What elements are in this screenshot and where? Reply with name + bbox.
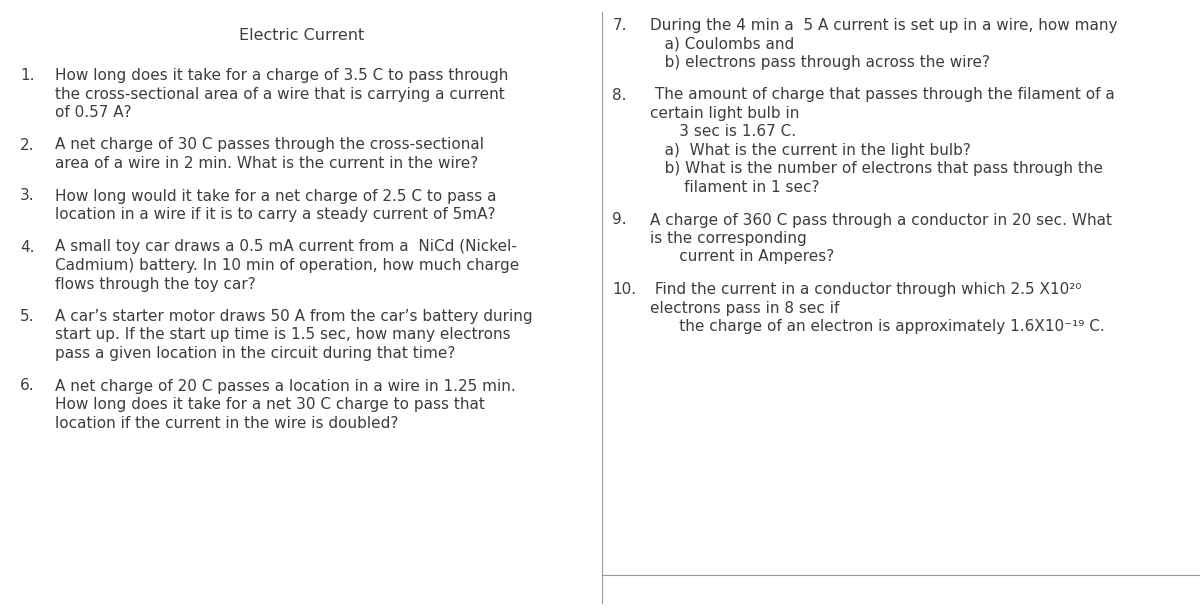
Text: of 0.57 A?: of 0.57 A? — [55, 105, 132, 120]
Text: 5.: 5. — [20, 309, 35, 324]
Text: 3 sec is 1.67 C.: 3 sec is 1.67 C. — [650, 124, 797, 140]
Text: a) Coulombs and: a) Coulombs and — [650, 36, 794, 52]
Text: location in a wire if it is to carry a steady current of 5mA?: location in a wire if it is to carry a s… — [55, 207, 496, 222]
Text: 9.: 9. — [612, 213, 628, 228]
Text: 8.: 8. — [612, 87, 626, 103]
Text: A net charge of 30 C passes through the cross-sectional: A net charge of 30 C passes through the … — [55, 138, 484, 153]
Text: pass a given location in the circuit during that time?: pass a given location in the circuit dur… — [55, 346, 455, 361]
Text: 6.: 6. — [20, 378, 35, 394]
Text: current in Amperes?: current in Amperes? — [650, 250, 835, 264]
Text: 2.: 2. — [20, 138, 35, 153]
Text: filament in 1 sec?: filament in 1 sec? — [650, 180, 820, 195]
Text: 3.: 3. — [20, 189, 35, 204]
Text: 1.: 1. — [20, 68, 35, 83]
Text: The amount of charge that passes through the filament of a: The amount of charge that passes through… — [650, 87, 1115, 103]
Text: A charge of 360 C pass through a conductor in 20 sec. What: A charge of 360 C pass through a conduct… — [650, 213, 1112, 228]
Text: certain light bulb in: certain light bulb in — [650, 106, 799, 121]
Text: electrons pass in 8 sec if: electrons pass in 8 sec if — [650, 301, 840, 315]
Text: area of a wire in 2 min. What is the current in the wire?: area of a wire in 2 min. What is the cur… — [55, 156, 479, 171]
Text: Find the current in a conductor through which 2.5 X10²⁰: Find the current in a conductor through … — [650, 282, 1082, 297]
Text: flows through the toy car?: flows through the toy car? — [55, 277, 256, 292]
Text: How long does it take for a net 30 C charge to pass that: How long does it take for a net 30 C cha… — [55, 397, 485, 412]
Text: Cadmium) battery. In 10 min of operation, how much charge: Cadmium) battery. In 10 min of operation… — [55, 258, 520, 273]
Text: start up. If the start up time is 1.5 sec, how many electrons: start up. If the start up time is 1.5 se… — [55, 328, 511, 343]
Text: 4.: 4. — [20, 239, 35, 255]
Text: b) electrons pass through across the wire?: b) electrons pass through across the wir… — [650, 55, 990, 70]
Text: A net charge of 20 C passes a location in a wire in 1.25 min.: A net charge of 20 C passes a location i… — [55, 378, 516, 394]
Text: 7.: 7. — [612, 18, 626, 33]
Text: is the corresponding: is the corresponding — [650, 231, 808, 246]
Text: 10.: 10. — [612, 282, 636, 297]
Text: During the 4 min a  5 A current is set up in a wire, how many: During the 4 min a 5 A current is set up… — [650, 18, 1118, 33]
Text: the charge of an electron is approximately 1.6X10⁻¹⁹ C.: the charge of an electron is approximate… — [650, 319, 1105, 334]
Text: Electric Current: Electric Current — [239, 28, 364, 43]
Text: How long does it take for a charge of 3.5 C to pass through: How long does it take for a charge of 3.… — [55, 68, 509, 83]
Text: b) What is the number of electrons that pass through the: b) What is the number of electrons that … — [650, 162, 1104, 177]
Text: A small toy car draws a 0.5 mA current from a  NiCd (Nickel-: A small toy car draws a 0.5 mA current f… — [55, 239, 517, 255]
Text: How long would it take for a net charge of 2.5 C to pass a: How long would it take for a net charge … — [55, 189, 497, 204]
Text: location if the current in the wire is doubled?: location if the current in the wire is d… — [55, 416, 398, 430]
Text: A car’s starter motor draws 50 A from the car’s battery during: A car’s starter motor draws 50 A from th… — [55, 309, 533, 324]
Text: the cross-sectional area of a wire that is carrying a current: the cross-sectional area of a wire that … — [55, 87, 505, 101]
Text: a)  What is the current in the light bulb?: a) What is the current in the light bulb… — [650, 143, 971, 158]
